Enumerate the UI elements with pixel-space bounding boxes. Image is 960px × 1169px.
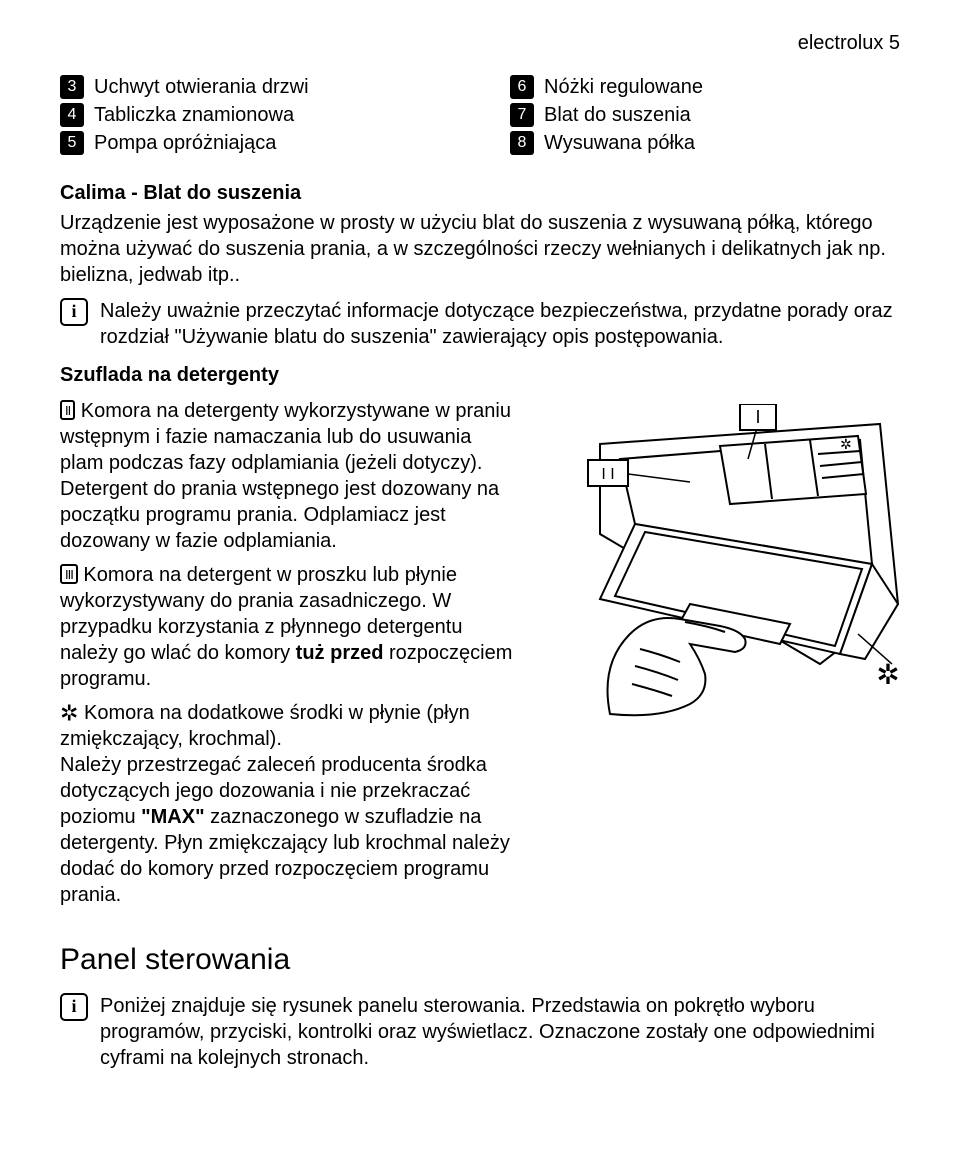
panel-info-callout: i Poniżej znajduje się rysunek panelu st… bbox=[60, 993, 900, 1071]
drawer-p3c: "MAX" bbox=[141, 806, 204, 828]
svg-text:✲: ✲ bbox=[840, 436, 852, 452]
compartment-iii-icon: III bbox=[60, 564, 78, 584]
part-item: 7 Blat do suszenia bbox=[510, 102, 900, 128]
page-header: electrolux 5 bbox=[60, 30, 900, 56]
part-item: 6 Nóżki regulowane bbox=[510, 74, 900, 100]
detergent-drawer-illustration: ✲ bbox=[540, 404, 900, 724]
panel-info-text: Poniżej znajduje się rysunek panelu ster… bbox=[100, 993, 900, 1071]
part-item: 4 Tabliczka znamionowa bbox=[60, 102, 450, 128]
parts-list: 3 Uchwyt otwierania drzwi 4 Tabliczka zn… bbox=[60, 74, 900, 158]
part-number-icon: 6 bbox=[510, 75, 534, 99]
part-number-icon: 7 bbox=[510, 103, 534, 127]
part-label: Wysuwana półka bbox=[544, 130, 695, 156]
drawer-p2b: tuż przed bbox=[296, 642, 384, 664]
drawer-text-col: II Komora na detergenty wykorzystywane w… bbox=[60, 398, 520, 916]
drawer-para-1: II Komora na detergenty wykorzystywane w… bbox=[60, 398, 520, 554]
part-label: Uchwyt otwierania drzwi bbox=[94, 74, 309, 100]
diagram-label-ii: I I bbox=[601, 466, 614, 483]
drawer-title: Szuflada na detergenty bbox=[60, 362, 900, 388]
info-icon: i bbox=[60, 298, 88, 326]
part-number-icon: 4 bbox=[60, 103, 84, 127]
calima-desc: Urządzenie jest wyposażone w prosty w uż… bbox=[60, 210, 900, 288]
part-label: Tabliczka znamionowa bbox=[94, 102, 294, 128]
info-icon: i bbox=[60, 993, 88, 1021]
diagram-flower-icon: ✲ bbox=[876, 659, 899, 690]
part-number-icon: 5 bbox=[60, 131, 84, 155]
part-label: Nóżki regulowane bbox=[544, 74, 703, 100]
part-item: 5 Pompa opróżniająca bbox=[60, 130, 450, 156]
flower-icon: ✲ bbox=[60, 701, 78, 726]
drawer-p1a: Komora na detergenty wykorzystywane w pr… bbox=[60, 400, 511, 552]
part-item: 8 Wysuwana półka bbox=[510, 130, 900, 156]
info-callout: i Należy uważnie przeczytać informacje d… bbox=[60, 298, 900, 350]
drawer-content: II Komora na detergenty wykorzystywane w… bbox=[60, 398, 900, 916]
drawer-para-2: III Komora na detergent w proszku lub pł… bbox=[60, 562, 520, 692]
part-number-icon: 3 bbox=[60, 75, 84, 99]
diagram-label-i: I bbox=[755, 407, 760, 427]
drawer-para-3: ✲ Komora na dodatkowe środki w płynie (p… bbox=[60, 700, 520, 908]
part-item: 3 Uchwyt otwierania drzwi bbox=[60, 74, 450, 100]
drawer-p3a: Komora na dodatkowe środki w płynie (pły… bbox=[60, 702, 470, 750]
calima-title: Calima - Blat do suszenia bbox=[60, 180, 900, 206]
part-label: Pompa opróżniająca bbox=[94, 130, 276, 156]
parts-left-col: 3 Uchwyt otwierania drzwi 4 Tabliczka zn… bbox=[60, 74, 450, 158]
parts-right-col: 6 Nóżki regulowane 7 Blat do suszenia 8 … bbox=[510, 74, 900, 158]
compartment-ii-icon: II bbox=[60, 400, 75, 420]
drawer-diagram: ✲ bbox=[540, 398, 900, 731]
part-number-icon: 8 bbox=[510, 131, 534, 155]
panel-heading: Panel sterowania bbox=[60, 940, 900, 979]
part-label: Blat do suszenia bbox=[544, 102, 691, 128]
info-text: Należy uważnie przeczytać informacje dot… bbox=[100, 298, 900, 350]
